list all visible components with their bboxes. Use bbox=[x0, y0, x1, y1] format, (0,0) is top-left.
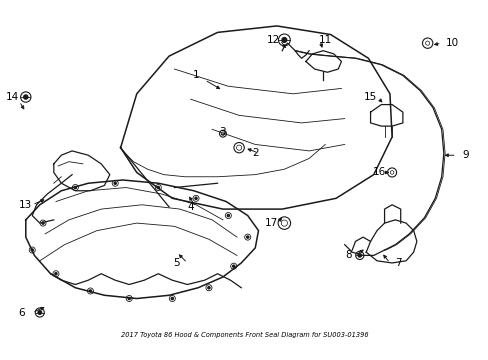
Circle shape bbox=[24, 95, 28, 99]
Text: 2: 2 bbox=[251, 148, 258, 158]
Circle shape bbox=[232, 265, 234, 267]
Circle shape bbox=[227, 215, 229, 217]
Text: 14: 14 bbox=[6, 92, 20, 102]
Circle shape bbox=[207, 287, 209, 289]
Circle shape bbox=[42, 222, 44, 224]
Text: 6: 6 bbox=[18, 307, 25, 318]
Text: 2017 Toyota 86 Hood & Components Front Seal Diagram for SU003-01396: 2017 Toyota 86 Hood & Components Front S… bbox=[121, 332, 367, 338]
Circle shape bbox=[89, 290, 91, 292]
Circle shape bbox=[38, 311, 41, 314]
Circle shape bbox=[55, 273, 57, 275]
Text: 3: 3 bbox=[219, 126, 226, 136]
Text: 11: 11 bbox=[318, 35, 331, 45]
Text: 4: 4 bbox=[187, 202, 194, 212]
Circle shape bbox=[74, 186, 76, 189]
Circle shape bbox=[195, 197, 197, 199]
Text: 8: 8 bbox=[345, 251, 351, 260]
Text: 12: 12 bbox=[266, 35, 280, 45]
Text: 17: 17 bbox=[264, 218, 278, 228]
Text: 10: 10 bbox=[445, 38, 458, 48]
Circle shape bbox=[157, 186, 159, 189]
Circle shape bbox=[282, 37, 286, 42]
Text: 1: 1 bbox=[192, 71, 199, 81]
Circle shape bbox=[128, 297, 130, 300]
Circle shape bbox=[31, 249, 33, 251]
Text: 9: 9 bbox=[461, 150, 468, 160]
Circle shape bbox=[246, 236, 248, 238]
Text: 16: 16 bbox=[372, 167, 385, 177]
Text: 13: 13 bbox=[19, 200, 32, 210]
Text: 7: 7 bbox=[394, 258, 401, 268]
Circle shape bbox=[114, 182, 116, 184]
Circle shape bbox=[171, 297, 173, 300]
Circle shape bbox=[357, 254, 361, 257]
Text: 5: 5 bbox=[173, 258, 180, 268]
Text: 15: 15 bbox=[363, 92, 376, 102]
